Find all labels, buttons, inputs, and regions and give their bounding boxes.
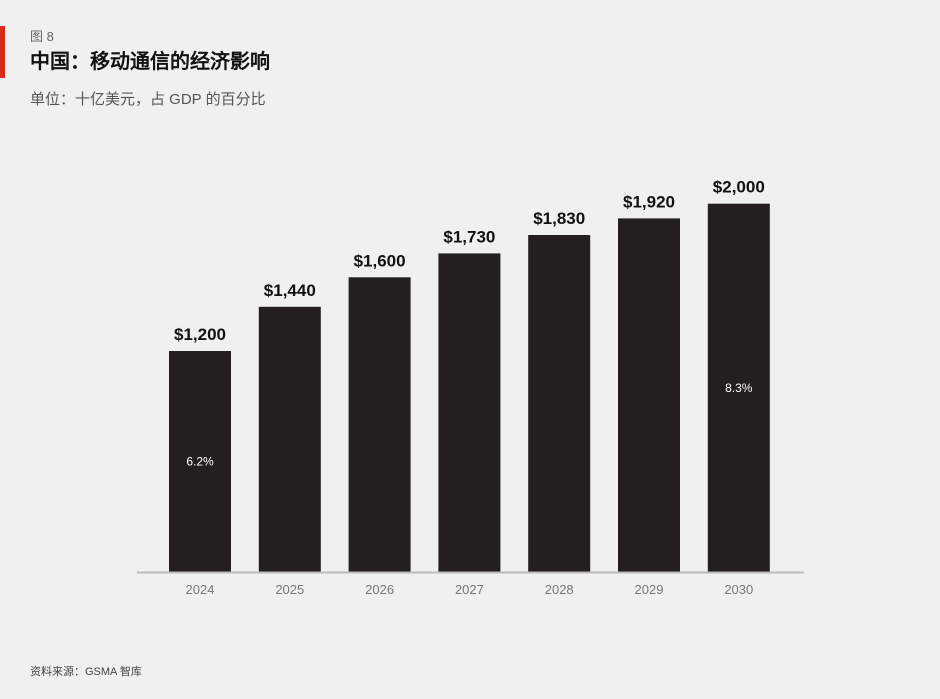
bar-2024: [169, 351, 231, 572]
gdp-share-label-2030: 8.3%: [725, 381, 753, 395]
x-tick-label-2025: 2025: [275, 582, 304, 597]
figure-label: 图 8: [30, 29, 54, 44]
x-tick-label-2024: 2024: [186, 582, 215, 597]
gdp-share-label-2024: 6.2%: [186, 455, 214, 469]
bar-chart: $1,200 6.2% 2024 $1,440 2025 $1,600 2026 $1,730…: [137, 178, 804, 597]
value-label-2030: $2,000: [713, 178, 765, 197]
x-tick-label-2027: 2027: [455, 582, 484, 597]
bar-2030: [707, 203, 770, 572]
x-tick-label-2030: 2030: [724, 582, 753, 597]
bar-2025: [258, 306, 321, 572]
source-note: 资料来源：GSMA 智库: [30, 666, 142, 678]
chart-title: 中国：移动通信的经济影响: [30, 51, 270, 73]
x-tick-label-2026: 2026: [365, 582, 394, 597]
bar-2029: [618, 218, 680, 572]
bar-2026: [348, 277, 411, 572]
x-tick-label-2028: 2028: [545, 582, 574, 597]
value-label-2028: $1,830: [533, 209, 585, 228]
chart-subtitle: 单位：十亿美元，占 GDP 的百分比: [30, 91, 266, 108]
bar-2028: [528, 235, 591, 572]
value-label-2025: $1,440: [264, 281, 316, 300]
bar-2027: [438, 253, 501, 572]
value-label-2029: $1,920: [623, 192, 675, 211]
accent-bar: [0, 26, 5, 78]
x-tick-label-2029: 2029: [635, 582, 664, 597]
value-label-2024: $1,200: [174, 325, 226, 344]
value-label-2027: $1,730: [443, 227, 495, 246]
value-label-2026: $1,600: [354, 251, 406, 270]
